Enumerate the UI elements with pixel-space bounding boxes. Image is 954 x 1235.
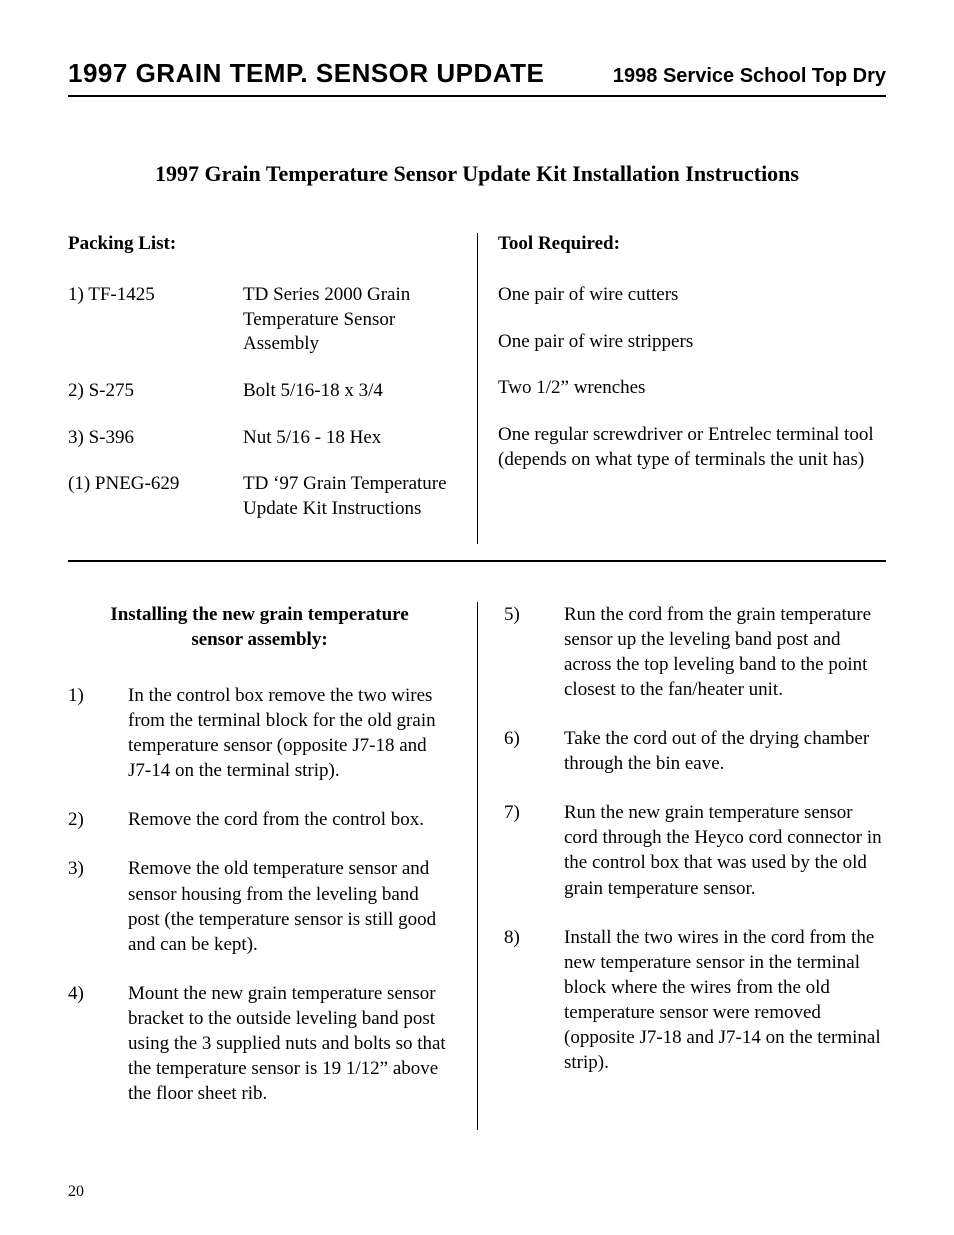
tools-section: Tool Required: One pair of wire cutters … — [477, 233, 886, 544]
instruction-step: 1) In the control box remove the two wir… — [68, 683, 451, 783]
packing-item-key: 1) TF-1425 — [68, 283, 243, 357]
instruction-step: 2) Remove the cord from the control box. — [68, 807, 451, 832]
packing-item-desc: Bolt 5/16-18 x 3/4 — [243, 379, 457, 404]
instructions-left-column: Installing the new grain temperature sen… — [68, 602, 477, 1130]
tool-item: One pair of wire cutters — [498, 283, 886, 308]
step-text: Install the two wires in the cord from t… — [564, 925, 886, 1075]
tool-item: Two 1/2” wrenches — [498, 376, 886, 401]
step-number: 6) — [504, 726, 564, 776]
packing-item-desc: TD ‘97 Grain Temperature Update Kit Inst… — [243, 472, 457, 521]
instruction-step: 6) Take the cord out of the drying chamb… — [504, 726, 886, 776]
packing-item: 2) S-275 Bolt 5/16-18 x 3/4 — [68, 379, 457, 404]
packing-item-key: (1) PNEG-629 — [68, 472, 243, 521]
instructions-title: Installing the new grain temperature sen… — [68, 602, 451, 653]
step-text: Run the cord from the grain temperature … — [564, 602, 886, 702]
step-text: Remove the cord from the control box. — [128, 807, 451, 832]
page-number: 20 — [68, 1183, 84, 1201]
step-number: 2) — [68, 807, 128, 832]
step-text: Mount the new grain temperature sensor b… — [128, 981, 451, 1106]
tools-title: Tool Required: — [498, 233, 886, 255]
step-number: 5) — [504, 602, 564, 702]
instructions-right-column: 5) Run the cord from the grain temperatu… — [477, 602, 886, 1130]
packing-item: (1) PNEG-629 TD ‘97 Grain Temperature Up… — [68, 472, 457, 521]
packing-list-section: Packing List: 1) TF-1425 TD Series 2000 … — [68, 233, 477, 544]
instruction-step: 8) Install the two wires in the cord fro… — [504, 925, 886, 1075]
step-number: 7) — [504, 800, 564, 900]
step-text: Run the new grain temperature sensor cor… — [564, 800, 886, 900]
step-number: 1) — [68, 683, 128, 783]
step-text: Take the cord out of the drying chamber … — [564, 726, 886, 776]
tool-item: One regular screwdriver or Entrelec term… — [498, 423, 886, 472]
instruction-step: 4) Mount the new grain temperature senso… — [68, 981, 451, 1106]
packing-item-desc: TD Series 2000 Grain Temperature Sensor … — [243, 283, 457, 357]
tool-item: One pair of wire strippers — [498, 330, 886, 355]
page-header: 1997 GRAIN TEMP. SENSOR UPDATE 1998 Serv… — [68, 58, 886, 97]
header-left-title: 1997 GRAIN TEMP. SENSOR UPDATE — [68, 58, 544, 89]
step-number: 8) — [504, 925, 564, 1075]
packing-item-key: 3) S-396 — [68, 426, 243, 451]
packing-item: 1) TF-1425 TD Series 2000 Grain Temperat… — [68, 283, 457, 357]
step-text: Remove the old temperature sensor and se… — [128, 856, 451, 956]
packing-item-key: 2) S-275 — [68, 379, 243, 404]
instruction-step: 3) Remove the old temperature sensor and… — [68, 856, 451, 956]
upper-section: Packing List: 1) TF-1425 TD Series 2000 … — [68, 233, 886, 562]
packing-list-title: Packing List: — [68, 233, 457, 255]
instruction-step: 7) Run the new grain temperature sensor … — [504, 800, 886, 900]
instruction-step: 5) Run the cord from the grain temperatu… — [504, 602, 886, 702]
step-number: 3) — [68, 856, 128, 956]
packing-item-desc: Nut 5/16 - 18 Hex — [243, 426, 457, 451]
packing-item: 3) S-396 Nut 5/16 - 18 Hex — [68, 426, 457, 451]
step-number: 4) — [68, 981, 128, 1106]
instructions-section: Installing the new grain temperature sen… — [68, 602, 886, 1130]
header-right-title: 1998 Service School Top Dry — [613, 65, 886, 88]
step-text: In the control box remove the two wires … — [128, 683, 451, 783]
document-subtitle: 1997 Grain Temperature Sensor Update Kit… — [68, 161, 886, 187]
